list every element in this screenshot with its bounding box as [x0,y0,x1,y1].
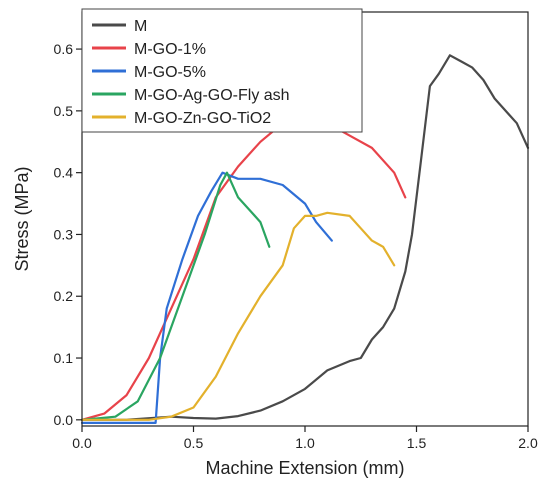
x-tick-label: 2.0 [518,435,538,451]
series-line-2 [80,115,407,421]
y-tick-label: 0.0 [54,412,74,428]
series-layer [80,54,530,424]
legend-label-4: M-GO-Ag-GO-Fly ash [134,87,290,104]
series-line-4 [80,171,271,421]
legend-label-5: M-GO-Zn-GO-TiO2 [134,110,271,127]
y-tick-label: 0.3 [54,226,74,242]
legend-label-1: M [134,18,147,35]
x-tick-label: 1.5 [407,435,427,451]
legend-box [81,8,363,133]
series-line-3 [80,171,333,424]
x-tick-label: 0.5 [184,435,204,451]
x-tick-label: 0.0 [72,435,92,451]
y-tick-label: 0.1 [54,350,74,366]
series-line-5 [80,211,396,421]
y-axis-title: Stress (MPa) [12,166,32,271]
legend-label-2: M-GO-1% [134,41,206,58]
legend: M M-GO-1% M-GO-5% M-GO-Ag-GO-Fly ash M-GO-Zn… [81,8,363,133]
y-tick-label: 0.6 [54,41,74,57]
y-tick-label: 0.2 [54,288,74,304]
y-tick-label: 0.5 [54,103,74,119]
y-tick-label: 0.4 [54,165,74,181]
ticks-layer: 0.0 0.5 1.0 1.5 2.0 0.0 0.1 0.2 0.3 0.4 0.5 0.6 [54,41,538,451]
legend-label-3: M-GO-5% [134,64,206,81]
x-tick-label: 1.0 [295,435,315,451]
series-line-1 [80,54,530,421]
x-axis-title: Machine Extension (mm) [205,458,404,478]
